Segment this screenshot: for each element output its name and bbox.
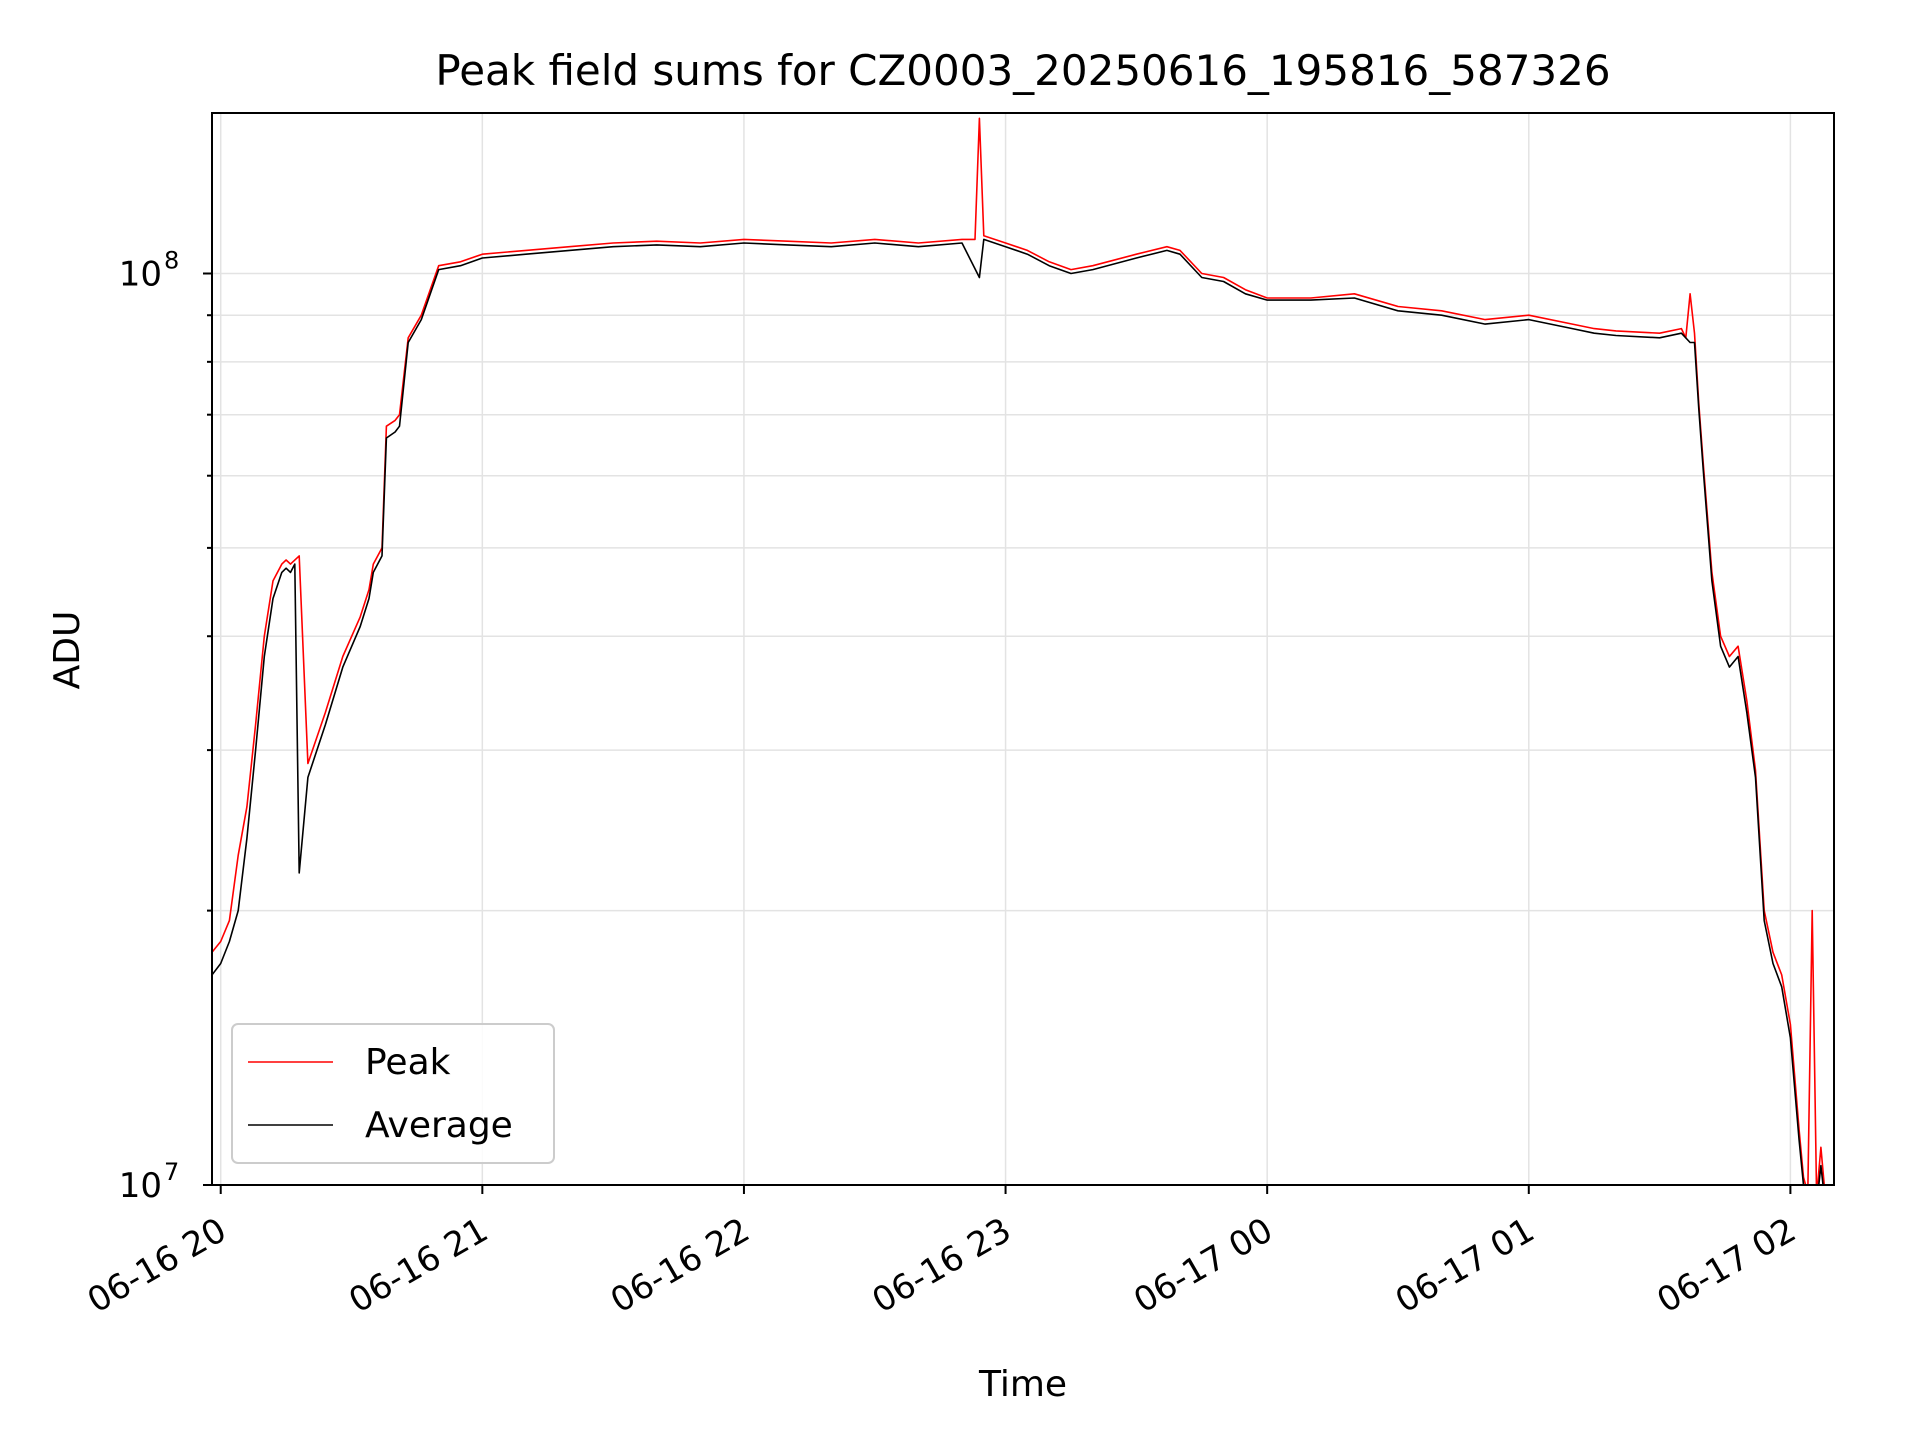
grid xyxy=(212,113,1834,1186)
chart-title: Peak field sums for CZ0003_20250616_1958… xyxy=(435,46,1610,95)
series-lines xyxy=(212,117,1830,1185)
y-tick-label-exponent: 8 xyxy=(164,247,179,275)
legend: Peak Average xyxy=(231,1023,555,1164)
legend-label-peak: Peak xyxy=(365,1042,451,1083)
series-line-average xyxy=(212,238,1824,1185)
plot-area-frame xyxy=(211,112,1835,1186)
y-tick-label: 10 xyxy=(119,1166,162,1206)
y-axis-label: ADU xyxy=(47,611,88,690)
legend-box xyxy=(231,1023,555,1164)
legend-label-average: Average xyxy=(365,1105,513,1146)
x-axis-label: Time xyxy=(978,1364,1067,1405)
series-line-peak xyxy=(212,117,1830,1185)
y-tick-label-exponent: 7 xyxy=(164,1158,179,1186)
y-tick-label: 10 xyxy=(119,255,162,295)
